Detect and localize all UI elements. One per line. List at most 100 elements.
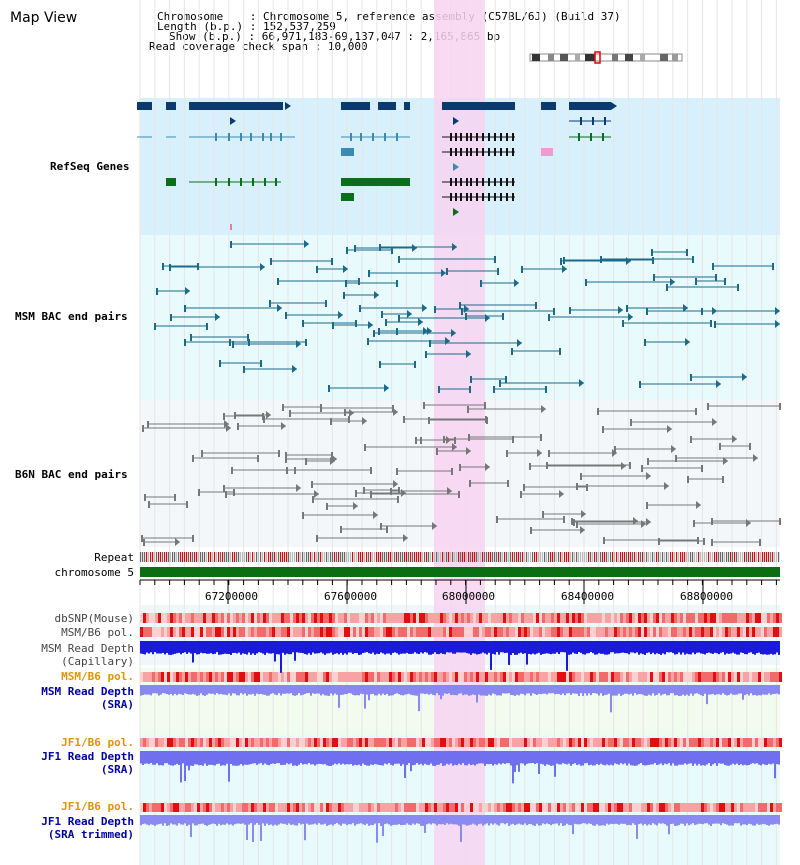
polymorphism-heat-cell xyxy=(662,613,665,623)
read-depth-bar xyxy=(418,751,420,765)
polymorphism-heat-cell xyxy=(437,803,440,812)
polymorphism-heat-cell xyxy=(611,803,614,812)
read-depth-bar xyxy=(774,751,776,779)
b6n-bac-pair-arrow xyxy=(393,408,398,416)
polymorphism-heat-cell xyxy=(761,613,764,623)
read-depth-bar xyxy=(542,685,544,694)
read-depth-bar xyxy=(708,641,710,653)
polymorphism-heat-cell xyxy=(674,738,677,747)
polymorphism-heat-cell xyxy=(356,803,359,812)
read-depth-bar xyxy=(490,751,492,764)
read-depth-bar xyxy=(312,815,314,825)
polymorphism-heat-cell xyxy=(605,672,608,682)
repeat-mark xyxy=(196,552,198,562)
read-depth-bar xyxy=(336,641,338,654)
read-depth-bar xyxy=(728,815,730,826)
b6n-bac-pair-end xyxy=(779,403,781,410)
chromosome-bar xyxy=(140,567,780,577)
polymorphism-heat-cell xyxy=(773,613,776,623)
read-depth-bar xyxy=(602,815,604,826)
polymorphism-heat-cell xyxy=(617,672,620,682)
chromosome-ideogram xyxy=(529,53,683,62)
read-depth-bar xyxy=(594,641,596,655)
read-depth-bar xyxy=(728,641,730,654)
polymorphism-heat-cell xyxy=(305,613,308,623)
read-depth-bar xyxy=(322,685,324,695)
read-depth-bar xyxy=(324,751,326,765)
read-depth-bar xyxy=(240,641,242,655)
repeat-mark xyxy=(410,552,412,562)
polymorphism-heat-cell xyxy=(305,738,308,747)
read-depth-bar xyxy=(446,815,448,824)
read-depth-bar xyxy=(256,815,258,824)
polymorphism-heat-cell xyxy=(359,627,362,637)
polymorphism-heat-cell xyxy=(281,613,284,623)
read-depth-bar xyxy=(602,641,604,654)
polymorphism-heat-cell xyxy=(686,613,689,623)
read-depth-bar xyxy=(422,641,424,654)
read-depth-bar xyxy=(588,685,590,694)
read-depth-bar xyxy=(484,815,486,825)
polymorphism-heat-cell xyxy=(206,672,209,682)
read-depth-bar xyxy=(468,751,470,764)
polymorphism-heat-cell xyxy=(155,627,158,637)
polymorphism-heat-cell xyxy=(545,627,548,637)
read-depth-bar xyxy=(632,641,634,653)
repeat-mark xyxy=(332,552,334,562)
b6n-bac-pair-end xyxy=(485,416,487,423)
read-depth-bar xyxy=(458,751,460,764)
read-depth-bar xyxy=(390,815,392,826)
refseq-exon xyxy=(455,133,457,141)
read-depth-bar xyxy=(320,751,322,765)
polymorphism-heat-cell xyxy=(527,627,530,637)
repeat-mark xyxy=(568,552,570,562)
repeat-mark xyxy=(396,552,398,562)
read-depth-bar xyxy=(276,641,278,655)
read-depth-bar xyxy=(330,751,332,766)
read-depth-bar xyxy=(356,641,358,654)
repeat-mark xyxy=(598,552,600,562)
read-depth-bar xyxy=(234,815,236,825)
refseq-exon xyxy=(455,193,457,201)
read-depth-bar xyxy=(334,815,336,825)
polymorphism-heat-cell xyxy=(764,627,767,637)
msm-bac-pair-end xyxy=(154,323,156,330)
read-depth-bar xyxy=(382,685,384,694)
polymorphism-heat-cell xyxy=(140,803,143,812)
read-depth-bar xyxy=(208,641,210,654)
polymorphism-heat-cell xyxy=(587,738,590,747)
polymorphism-heat-cell xyxy=(323,738,326,747)
polymorphism-heat-cell xyxy=(578,738,581,747)
read-depth-bar xyxy=(774,685,776,694)
polymorphism-heat-cell xyxy=(149,738,152,747)
polymorphism-heat-cell xyxy=(491,627,494,637)
polymorphism-heat-cell xyxy=(746,627,749,637)
track-label-b6n-bac[interactable]: B6N BAC end pairs xyxy=(15,468,128,481)
polymorphism-heat-cell xyxy=(407,672,410,682)
polymorphism-heat-cell xyxy=(515,627,518,637)
read-depth-bar xyxy=(584,751,586,764)
polymorphism-heat-cell xyxy=(197,803,200,812)
read-depth-bar xyxy=(382,751,384,766)
read-depth-bar xyxy=(196,685,198,696)
read-depth-bar xyxy=(602,685,604,696)
track-label-msm-bac[interactable]: MSM BAC end pairs xyxy=(15,310,128,323)
polymorphism-heat-cell xyxy=(422,672,425,682)
read-depth-bar xyxy=(358,641,360,655)
refseq-gene-block xyxy=(569,102,611,110)
read-depth-bar xyxy=(610,685,612,713)
repeat-mark xyxy=(384,552,386,562)
read-depth-bar xyxy=(352,751,354,766)
polymorphism-heat-cell xyxy=(506,672,509,682)
polymorphism-heat-cell xyxy=(569,672,572,682)
b6n-bac-pair-end xyxy=(523,484,525,491)
read-depth-bar xyxy=(684,685,686,696)
polymorphism-heat-cell xyxy=(248,738,251,747)
track-label-refseq[interactable]: RefSeq Genes xyxy=(50,160,130,173)
polymorphism-heat-cell xyxy=(239,803,242,812)
polymorphism-heat-cell xyxy=(488,627,491,637)
b6n-bac-pair-arrow xyxy=(633,517,638,525)
b6n-bac-pair-arrow xyxy=(712,418,717,426)
read-depth-bar xyxy=(592,685,594,694)
